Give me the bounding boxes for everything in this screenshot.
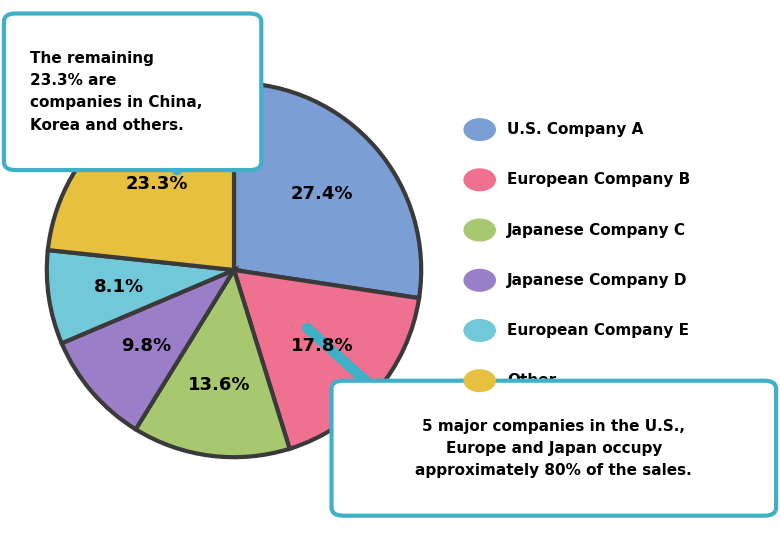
Text: 23.3%: 23.3% bbox=[125, 174, 188, 193]
Text: 5 major companies in the U.S.,
Europe and Japan occupy
approximately 80% of the : 5 major companies in the U.S., Europe an… bbox=[416, 418, 692, 478]
Text: 9.8%: 9.8% bbox=[121, 336, 171, 355]
Text: 8.1%: 8.1% bbox=[94, 278, 144, 296]
Wedge shape bbox=[62, 270, 234, 429]
Text: European Company B: European Company B bbox=[507, 172, 690, 187]
Wedge shape bbox=[48, 83, 234, 270]
Text: 17.8%: 17.8% bbox=[291, 336, 353, 355]
Wedge shape bbox=[234, 270, 419, 449]
Text: 27.4%: 27.4% bbox=[291, 185, 353, 204]
Text: 13.6%: 13.6% bbox=[188, 376, 250, 394]
Text: Japanese Company D: Japanese Company D bbox=[507, 273, 687, 288]
Wedge shape bbox=[47, 250, 234, 343]
Text: The remaining
23.3% are
companies in China,
Korea and others.: The remaining 23.3% are companies in Chi… bbox=[30, 51, 202, 133]
Text: Japanese Company C: Japanese Company C bbox=[507, 222, 686, 238]
Text: European Company E: European Company E bbox=[507, 323, 689, 338]
Text: Other: Other bbox=[507, 373, 556, 388]
Text: U.S. Company A: U.S. Company A bbox=[507, 122, 644, 137]
Wedge shape bbox=[234, 83, 421, 298]
Wedge shape bbox=[136, 270, 289, 457]
